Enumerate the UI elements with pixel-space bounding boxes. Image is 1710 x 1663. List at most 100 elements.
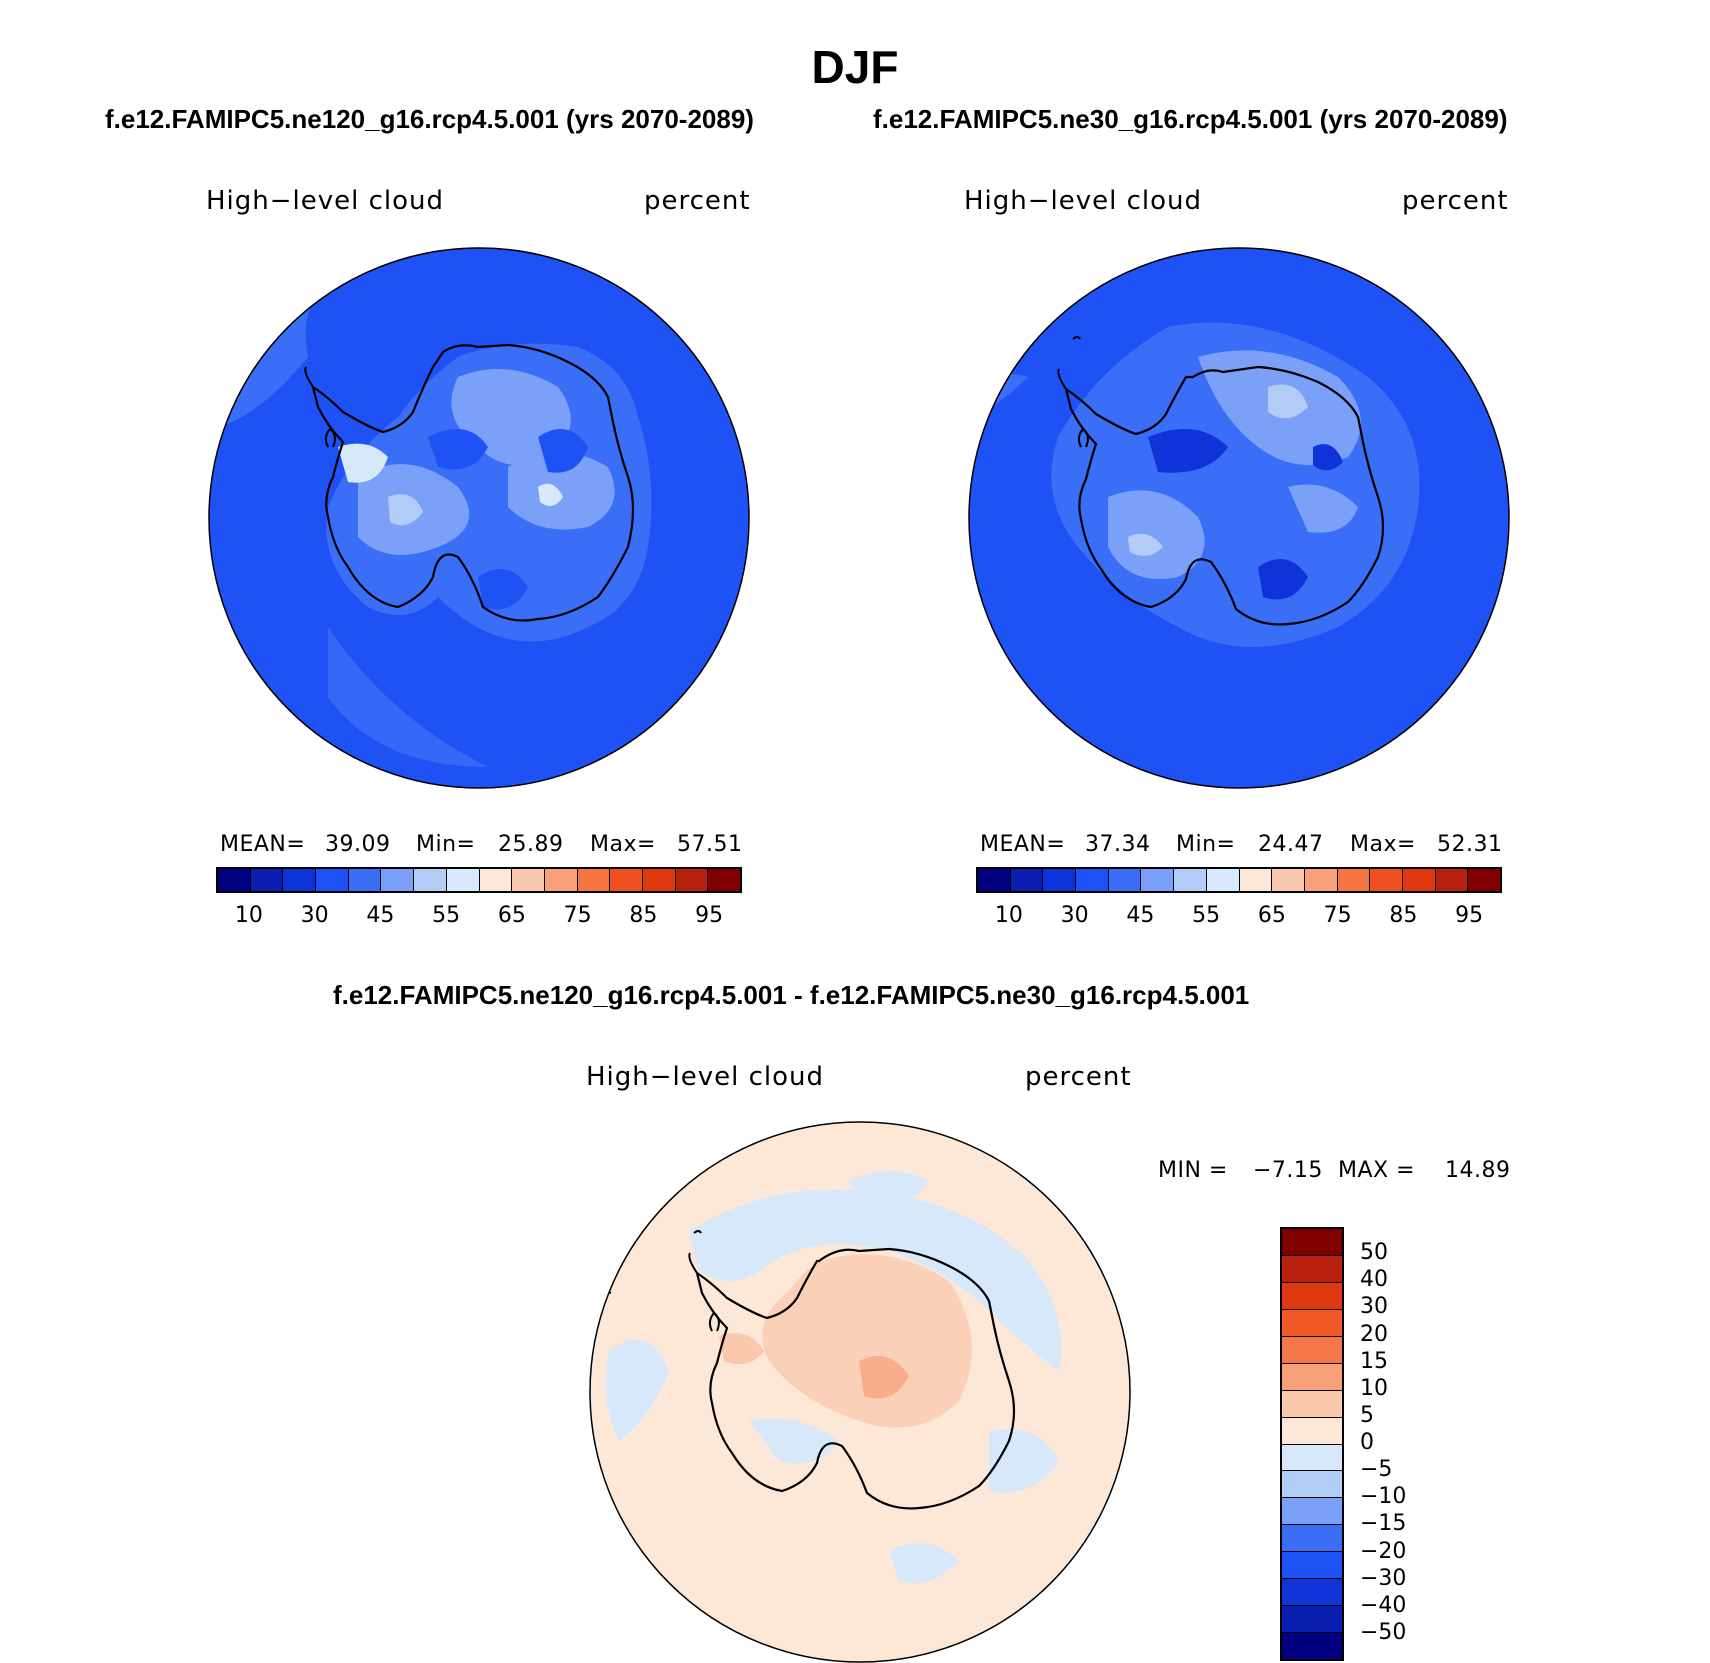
difference-colorbar-tick-label: 40 — [1360, 1267, 1388, 1293]
left-colorbar-tick-label: 45 — [366, 903, 395, 928]
left-min-value: 25.89 — [498, 832, 564, 857]
right-colorbar-swatch — [1108, 869, 1142, 891]
left-colorbar-tick-label: 55 — [432, 903, 461, 928]
right-colorbar-swatch — [1206, 869, 1240, 891]
difference-colorbar-tick-label: −20 — [1360, 1538, 1407, 1564]
right-colorbar-tick-label: 55 — [1192, 903, 1221, 928]
left-colorbar-swatch — [642, 869, 676, 891]
difference-colorbar-swatch — [1282, 1471, 1342, 1499]
right-units-label: percent — [1402, 186, 1509, 216]
right-colorbar-swatch — [1174, 869, 1207, 891]
difference-colorbar-swatch — [1282, 1363, 1342, 1391]
left-colorbar-tick-label: 75 — [563, 903, 592, 928]
difference-colorbar-tick-label: −5 — [1360, 1457, 1393, 1483]
left-colorbar-swatch — [479, 869, 513, 891]
right-colorbar — [976, 867, 1502, 893]
difference-colorbar-tick-label: 0 — [1360, 1430, 1374, 1455]
left-colorbar-swatch — [316, 869, 349, 891]
left-colorbar-swatch — [218, 869, 251, 891]
right-colorbar-tick-label: 75 — [1323, 903, 1352, 928]
left-colorbar-swatch — [708, 869, 740, 891]
left-panel-subtitle: f.e12.FAMIPC5.ne120_g16.rcp4.5.001 (yrs … — [105, 104, 754, 134]
right-colorbar-swatch — [1076, 869, 1109, 891]
figure-title: DJF — [811, 41, 899, 93]
right-colorbar-swatch — [1402, 869, 1436, 891]
left-polar-map — [208, 247, 750, 789]
difference-colorbar-swatch — [1282, 1552, 1342, 1580]
difference-colorbar-tick-label: −10 — [1360, 1484, 1407, 1510]
difference-colorbar-swatch — [1282, 1390, 1342, 1418]
right-mean-label: MEAN= — [980, 832, 1066, 857]
difference-polar-map — [589, 1121, 1131, 1663]
left-colorbar-tick-label: 65 — [497, 903, 526, 928]
left-variable-label: High−level cloud — [206, 186, 445, 216]
right-colorbar-tick-label: 10 — [994, 903, 1023, 928]
right-colorbar-tick-label: 65 — [1257, 903, 1286, 928]
left-colorbar-swatch — [283, 869, 317, 891]
right-colorbar-tick-label: 85 — [1389, 903, 1418, 928]
difference-colorbar-tick-label: 20 — [1360, 1321, 1388, 1347]
difference-colorbar-tick-label: −40 — [1360, 1592, 1407, 1618]
difference-colorbar-swatch — [1282, 1417, 1342, 1445]
right-colorbar-swatch — [1370, 869, 1403, 891]
difference-colorbar-swatch — [1282, 1579, 1342, 1607]
left-colorbar-swatch — [414, 869, 447, 891]
difference-colorbar-swatch — [1282, 1255, 1342, 1283]
right-max-value: 52.31 — [1437, 832, 1503, 857]
difference-colorbar-swatch — [1282, 1229, 1342, 1256]
difference-colorbar-tick-label: 10 — [1360, 1375, 1388, 1401]
right-polar-map — [968, 247, 1510, 789]
left-colorbar-swatch — [512, 869, 545, 891]
right-variable-label: High−level cloud — [964, 186, 1203, 216]
difference-title: f.e12.FAMIPC5.ne120_g16.rcp4.5.001 - f.e… — [333, 980, 1250, 1010]
left-mean-value: 39.09 — [325, 832, 391, 857]
difference-colorbar-swatch — [1282, 1444, 1342, 1472]
difference-colorbar-tick-label: −15 — [1360, 1511, 1407, 1537]
right-max-label: Max= — [1350, 832, 1416, 857]
left-colorbar-swatch — [610, 869, 643, 891]
left-colorbar-swatch — [577, 869, 611, 891]
right-colorbar-tick-label: 45 — [1126, 903, 1155, 928]
left-mean-label: MEAN= — [220, 832, 306, 857]
diff-variable-label: High−level cloud — [586, 1062, 825, 1092]
difference-colorbar-tick-label: 30 — [1360, 1294, 1388, 1320]
diff-min-label: MIN = — [1158, 1158, 1228, 1183]
left-colorbar — [216, 867, 742, 893]
left-colorbar-swatch — [348, 869, 382, 891]
diff-min-value: −7.15 — [1253, 1158, 1323, 1183]
left-colorbar-swatch — [250, 869, 284, 891]
right-colorbar-tick-label: 30 — [1060, 903, 1089, 928]
difference-colorbar-swatch — [1282, 1606, 1342, 1634]
left-max-label: Max= — [590, 832, 656, 857]
right-min-value: 24.47 — [1258, 832, 1324, 857]
left-colorbar-tick-label: 85 — [629, 903, 658, 928]
left-max-value: 57.51 — [677, 832, 743, 857]
right-colorbar-swatch — [1337, 869, 1371, 891]
right-colorbar-swatch — [1272, 869, 1305, 891]
left-colorbar-swatch — [446, 869, 480, 891]
right-colorbar-swatch — [1239, 869, 1273, 891]
left-colorbar-tick-label: 30 — [300, 903, 329, 928]
right-colorbar-swatch — [1468, 869, 1500, 891]
right-panel-subtitle: f.e12.FAMIPC5.ne30_g16.rcp4.5.001 (yrs 2… — [873, 104, 1508, 134]
diff-max-label: MAX = — [1338, 1158, 1416, 1183]
left-colorbar-swatch — [675, 869, 709, 891]
difference-colorbar — [1280, 1227, 1344, 1661]
right-colorbar-swatch — [1043, 869, 1077, 891]
right-colorbar-swatch — [978, 869, 1011, 891]
right-colorbar-tick-label: 95 — [1455, 903, 1484, 928]
left-units-label: percent — [644, 186, 751, 216]
right-colorbar-swatch — [1010, 869, 1044, 891]
difference-colorbar-swatch — [1282, 1633, 1342, 1659]
difference-colorbar-swatch — [1282, 1525, 1342, 1553]
difference-colorbar-tick-label: −30 — [1360, 1565, 1407, 1591]
difference-colorbar-tick-label: 15 — [1360, 1348, 1388, 1374]
right-mean-value: 37.34 — [1085, 832, 1151, 857]
difference-colorbar-swatch — [1282, 1309, 1342, 1337]
diff-units-label: percent — [1025, 1062, 1132, 1092]
difference-colorbar-tick-label: 5 — [1360, 1402, 1374, 1428]
left-min-label: Min= — [416, 832, 476, 857]
right-colorbar-swatch — [1435, 869, 1469, 891]
right-colorbar-swatch — [1304, 869, 1338, 891]
diff-max-value: 14.89 — [1445, 1158, 1511, 1183]
